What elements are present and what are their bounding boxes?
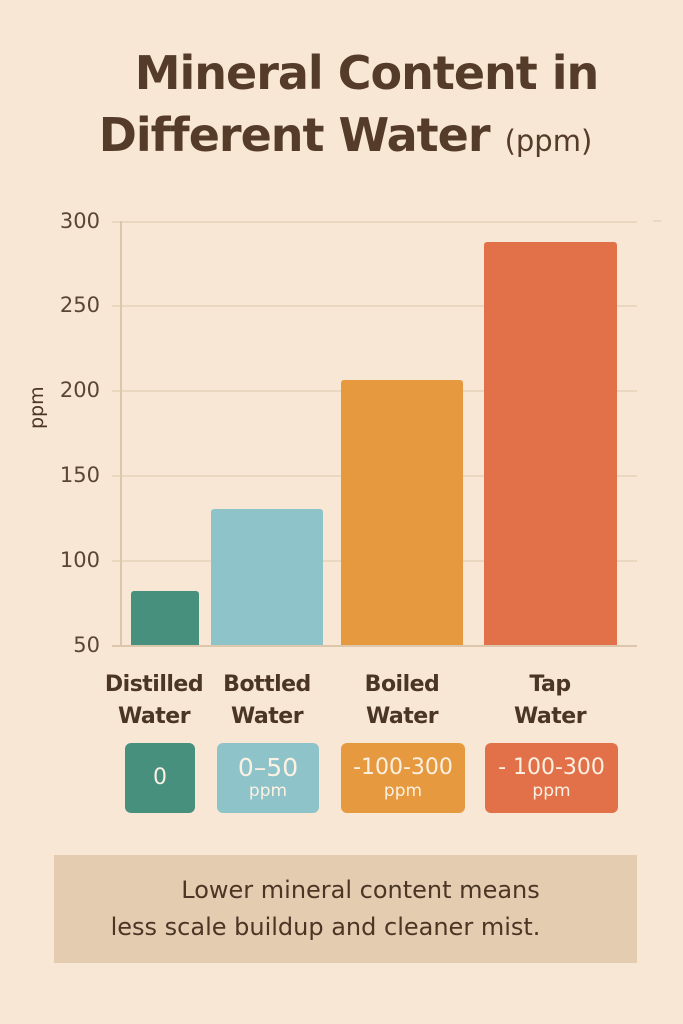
- badge-value: -100-300: [353, 755, 453, 780]
- category-label-tap: Tap Water: [490, 669, 610, 733]
- right-tick-mark: [653, 220, 661, 222]
- category-line-2: Water: [117, 704, 191, 729]
- title-line-1: Mineral Content in: [134, 46, 600, 100]
- bar-boiled-water: [341, 379, 463, 645]
- bar-bottled-water: [211, 509, 323, 645]
- y-tick-300: 300: [59, 209, 100, 233]
- chart-title: Mineral Content in Different Water (ppm): [0, 42, 683, 172]
- bar-chart: ppm 300 250 200 150 100 50: [26, 209, 661, 657]
- info-note-box: Lower mineral content means less scale b…: [54, 855, 637, 963]
- category-label-bottled: Bottled Water: [210, 669, 324, 733]
- y-tick-200: 200: [59, 378, 100, 402]
- badge-unit: ppm: [248, 781, 288, 801]
- bar-distilled-water: [131, 590, 199, 645]
- gridline-300: [112, 221, 637, 223]
- y-tick-100: 100: [59, 548, 100, 572]
- badge-unit: ppm: [383, 781, 423, 801]
- category-line-1: Boiled: [364, 672, 440, 697]
- x-axis-baseline: [112, 645, 637, 647]
- category-line-1: Tap: [529, 672, 571, 697]
- value-badge-tap: - 100-300 ppm: [485, 743, 618, 813]
- y-tick-150: 150: [59, 463, 100, 487]
- category-line-1: Bottled: [223, 672, 311, 697]
- category-label-boiled: Boiled Water: [343, 669, 461, 733]
- y-tick-250: 250: [59, 293, 100, 317]
- gridline-250: [112, 305, 637, 307]
- value-badge-bottled: 0–50 ppm: [217, 743, 319, 813]
- category-line-2: Water: [513, 704, 587, 729]
- badge-value: 0: [153, 765, 167, 790]
- category-label-distilled: Distilled Water: [95, 669, 213, 733]
- title-unit: (ppm): [504, 124, 593, 158]
- bar-tap-water: [484, 242, 617, 645]
- badge-unit: ppm: [532, 781, 571, 801]
- y-tick-50: 50: [73, 633, 100, 657]
- badge-value: - 100-300: [498, 755, 605, 780]
- category-line-2: Water: [230, 704, 304, 729]
- title-line-2-text: Different Water: [98, 108, 491, 162]
- category-line-2: Water: [365, 704, 439, 729]
- value-badge-boiled: -100-300 ppm: [341, 743, 465, 813]
- badge-value: 0–50: [237, 753, 299, 782]
- category-line-1: Distilled: [104, 672, 204, 697]
- note-line-2: less scale buildup and cleaner mist.: [110, 913, 541, 941]
- note-line-1: Lower mineral content means: [181, 876, 540, 904]
- y-axis-line: [120, 221, 122, 646]
- value-badge-distilled: 0: [125, 743, 195, 813]
- title-line-2: Different Water (ppm): [0, 104, 683, 172]
